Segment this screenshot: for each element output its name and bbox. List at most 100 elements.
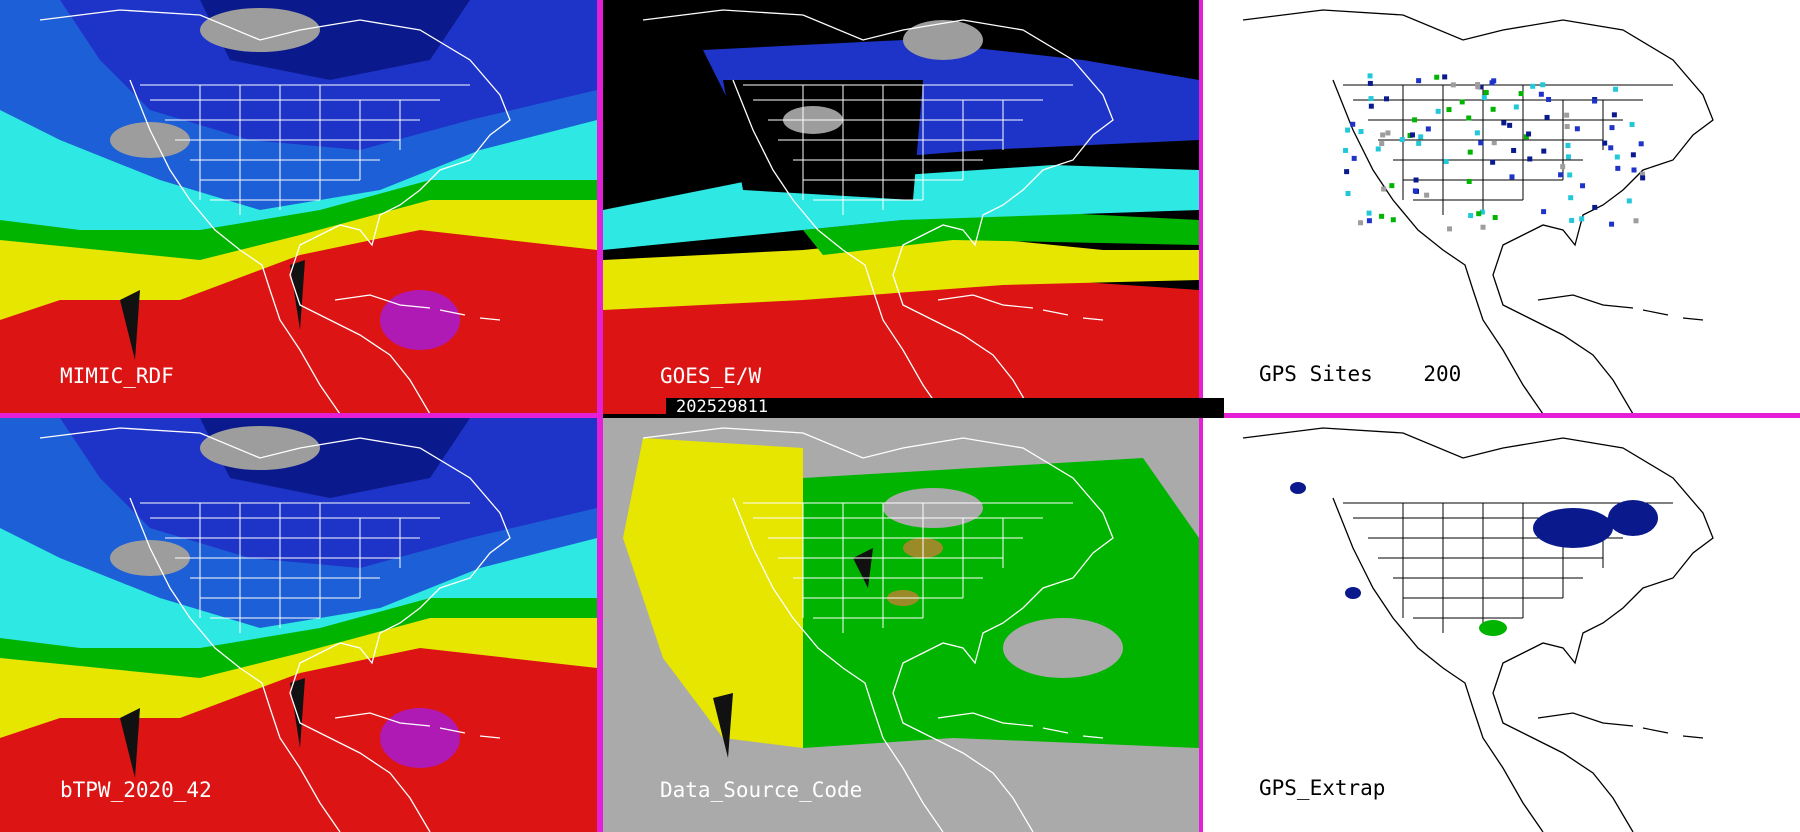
gps-site-marker (1389, 183, 1395, 189)
gps-site-marker (1614, 154, 1620, 160)
gps-site-marker (1368, 103, 1374, 109)
gps-site-marker (1478, 140, 1484, 146)
gps-site-marker (1544, 114, 1550, 120)
gps-extrap-blob (1479, 620, 1507, 636)
gps-site-marker (1526, 131, 1532, 137)
gps-site-marker (1358, 220, 1364, 226)
gps-extrap-blob (1290, 482, 1306, 494)
dsc-yellow-region (623, 438, 803, 748)
gps-site-marker (1633, 218, 1639, 224)
btpw-panel: bTPW_2020_42 (0, 418, 597, 832)
gps-site-marker (1569, 217, 1575, 223)
gps-site-marker (1558, 172, 1564, 178)
gps-extrap-map (1242, 427, 1714, 832)
coastline (642, 427, 1114, 832)
gps-site-marker (1611, 112, 1617, 118)
gps-site-marker (1639, 171, 1645, 177)
state-borders (1343, 502, 1673, 633)
gps-site-marker (1602, 140, 1608, 146)
tpw-max-purple (380, 708, 460, 768)
tpw-dry-gray (200, 426, 320, 470)
swath-gap (290, 678, 305, 748)
gps-site-marker (1343, 147, 1349, 153)
gps-site-marker (1490, 159, 1496, 165)
goes-ew-panel: GOES_E/W (603, 0, 1199, 414)
gps-site-marker (1424, 192, 1430, 198)
gps-site-marker (1565, 142, 1571, 148)
swath-gap (120, 290, 140, 360)
gps-extrap-blob (1345, 587, 1361, 599)
gps-site-marker (1615, 165, 1621, 171)
gps-site-marker (1564, 112, 1570, 118)
gps-extrap-blob (1608, 500, 1658, 536)
gps-extrap-panel: GPS_Extrap (1203, 418, 1800, 832)
gps-site-marker (1425, 126, 1431, 132)
data-source-code-label: Data_Source_Code (660, 778, 863, 802)
timestamp: 202529811 (676, 397, 769, 417)
mimic-rdf-label: MIMIC_RDF (60, 364, 174, 388)
state-borders (140, 502, 470, 633)
gps-site-marker (1518, 91, 1524, 97)
goes-yellow (603, 235, 1199, 310)
gps-site-marker (1381, 186, 1387, 192)
btpw-label: bTPW_2020_42 (60, 778, 212, 802)
gps-site-marker (1489, 80, 1495, 86)
gps-site-marker (1379, 213, 1385, 219)
btpw-map (0, 418, 597, 832)
data-source-code-map (603, 418, 1199, 832)
tpw-dry-gray (200, 8, 320, 52)
gps-site-marker (1435, 108, 1441, 114)
gps-site-marker (1466, 115, 1472, 121)
gps-site-marker (1412, 117, 1418, 123)
gps-site-marker (1513, 104, 1519, 110)
caribbean-islands (937, 712, 1104, 739)
dsc-gray-area (883, 488, 983, 528)
gps-site-marker (1442, 74, 1448, 80)
gps-site-marker (1638, 141, 1644, 147)
gps-site-marker (1366, 210, 1372, 216)
goes-ew-map (603, 0, 1199, 414)
caribbean-islands (937, 294, 1104, 321)
goes-gray (903, 20, 983, 60)
gps-site-marker (1467, 149, 1473, 155)
gps-site-marker (1409, 132, 1415, 138)
gps-site-marker (1390, 217, 1396, 223)
gps-site-marker (1345, 191, 1351, 197)
caribbean-islands (334, 712, 501, 739)
gps-site-marker (1475, 82, 1481, 88)
gps-site-marker (1626, 198, 1632, 204)
tpw-max-purple (380, 290, 460, 350)
gps-site-marker (1476, 211, 1482, 217)
gps-site-marker (1567, 172, 1573, 178)
gps-site-marker (1468, 213, 1474, 219)
gps-sites-panel: GPS Sites 200 (1203, 0, 1800, 414)
mimic-rdf-panel: MIMIC_RDF (0, 0, 597, 414)
gps-site-marker (1350, 121, 1356, 127)
gps-site-marker (1511, 147, 1517, 153)
gps-site-marker (1527, 156, 1533, 162)
gps-site-marker (1530, 83, 1536, 89)
gps-site-marker (1344, 169, 1350, 175)
gps-extrap-blob (1533, 508, 1613, 548)
horizontal-separator-left (0, 413, 597, 418)
caribbean-islands (334, 294, 501, 321)
gps-site-marker (1568, 195, 1574, 201)
gps-site-marker (1574, 126, 1580, 132)
gps-site-marker (1380, 132, 1386, 138)
gps-extrap-label: GPS_Extrap (1259, 776, 1386, 800)
gps-site-marker (1507, 122, 1513, 128)
state-borders (743, 84, 1073, 215)
goes-ew-label: GOES_E/W (660, 364, 762, 388)
gps-site-marker (1509, 174, 1515, 180)
gps-site-marker (1609, 221, 1615, 227)
gps-site-marker (1412, 188, 1418, 194)
gps-site-marker (1366, 218, 1372, 224)
coastline (1242, 427, 1714, 832)
gps-site-marker (1368, 96, 1374, 102)
gps-site-marker (1579, 216, 1585, 222)
gps-site-marker (1541, 209, 1547, 215)
gps-site-marker (1640, 175, 1646, 181)
gps-site-marker (1565, 154, 1571, 160)
gps-site-marker (1631, 167, 1637, 173)
tpw-dry-gray (110, 540, 190, 576)
